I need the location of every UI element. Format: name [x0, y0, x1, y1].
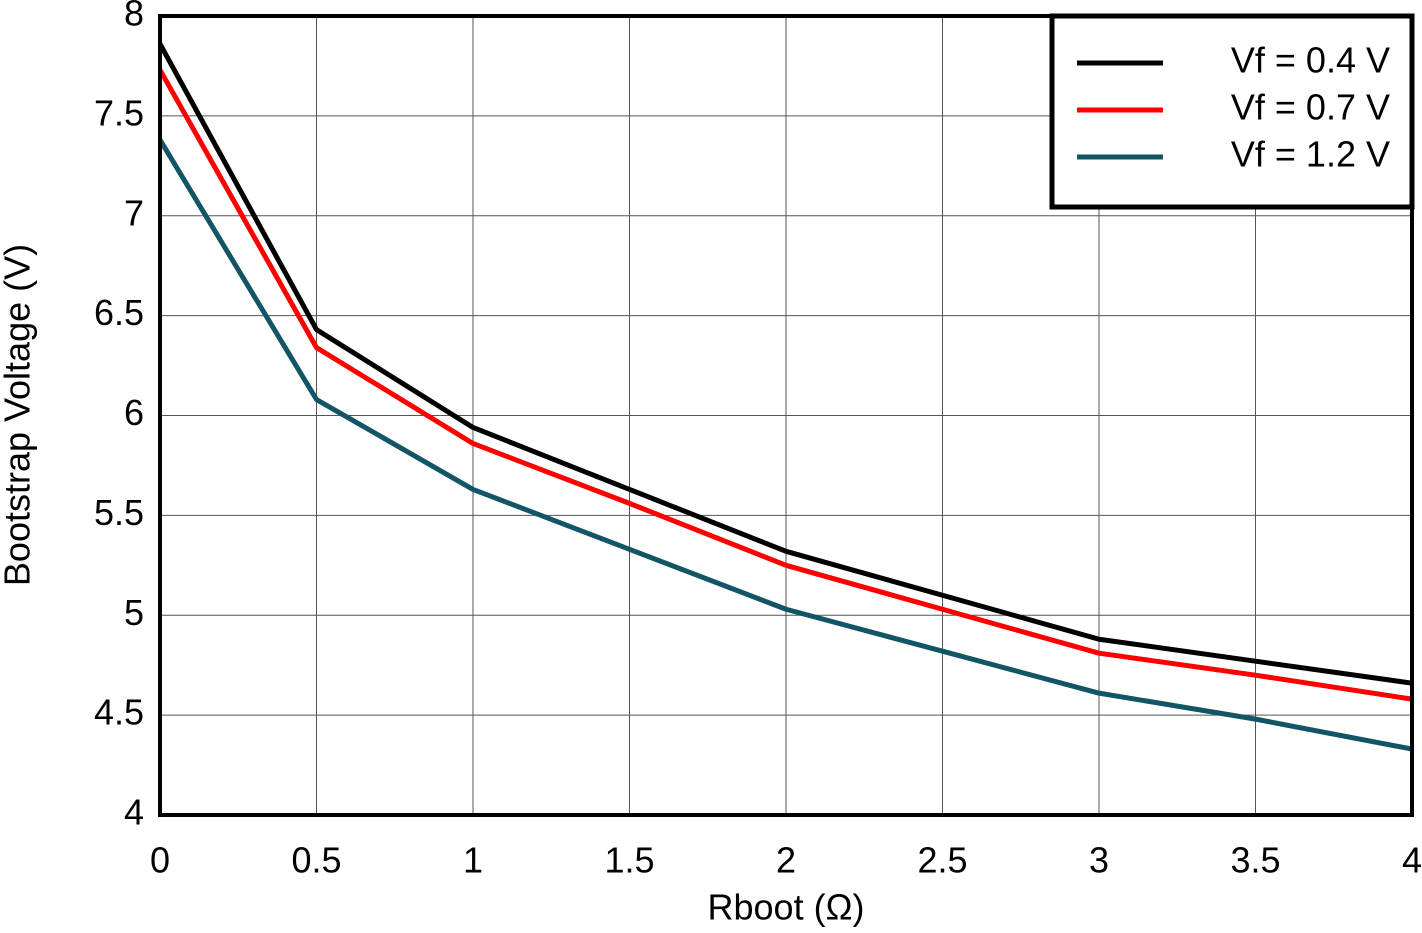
y-tick-label: 5 [124, 592, 144, 633]
x-tick-label: 3 [1089, 840, 1109, 881]
legend-label: Vf = 0.4 V [1231, 40, 1390, 81]
y-tick-label: 8 [124, 0, 144, 34]
x-tick-label: 2 [776, 840, 796, 881]
x-tick-label: 2.5 [917, 840, 967, 881]
legend-label: Vf = 0.7 V [1231, 87, 1390, 128]
x-tick-label: 0.5 [291, 840, 341, 881]
x-tick-label: 0 [150, 840, 170, 881]
x-tick-label: 4 [1402, 840, 1422, 881]
x-axis-label: Rboot (Ω) [708, 887, 865, 928]
y-tick-label: 4 [124, 792, 144, 833]
legend-label: Vf = 1.2 V [1231, 134, 1390, 175]
y-tick-label: 6 [124, 392, 144, 433]
x-tick-label: 1 [463, 840, 483, 881]
data-line [157, 68, 1413, 702]
y-tick-label: 4.5 [94, 692, 144, 733]
x-tick-label: 3.5 [1230, 840, 1280, 881]
y-tick-label: 5.5 [94, 492, 144, 533]
data-line [157, 138, 1413, 752]
y-axis-label: Bootstrap Voltage (V) [0, 244, 38, 586]
y-tick-label: 6.5 [94, 292, 144, 333]
y-tick-label: 7 [124, 192, 144, 233]
data-line [157, 42, 1413, 686]
plot-frame [158, 14, 1414, 817]
y-tick-label: 7.5 [94, 92, 144, 133]
x-tick-label: 1.5 [604, 840, 654, 881]
